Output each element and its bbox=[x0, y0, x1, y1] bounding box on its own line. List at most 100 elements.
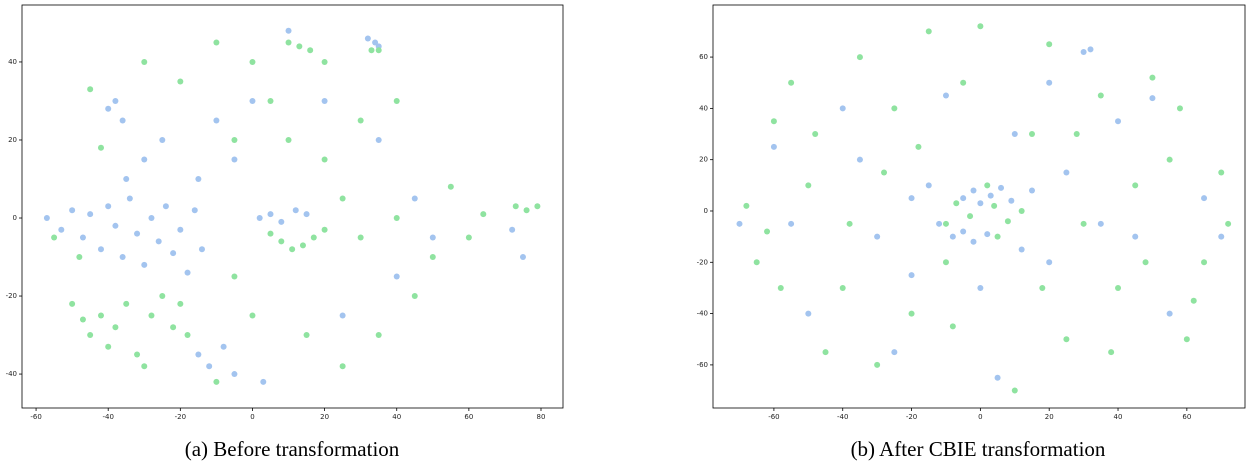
x-tick-label: -20 bbox=[906, 413, 917, 421]
point bbox=[97, 246, 104, 253]
point bbox=[267, 97, 274, 104]
point bbox=[805, 182, 812, 189]
y-tick-label: -40 bbox=[697, 310, 708, 318]
point bbox=[51, 234, 58, 241]
point bbox=[159, 293, 166, 300]
point bbox=[357, 234, 364, 241]
point bbox=[967, 213, 974, 220]
point bbox=[357, 117, 364, 124]
point bbox=[960, 195, 967, 202]
point bbox=[812, 131, 819, 138]
point bbox=[1046, 41, 1053, 48]
point bbox=[764, 228, 771, 235]
point bbox=[159, 136, 166, 143]
point bbox=[480, 211, 487, 218]
y-tick-label: 0 bbox=[704, 207, 708, 215]
point bbox=[908, 195, 915, 202]
point bbox=[43, 215, 50, 222]
point bbox=[998, 184, 1005, 191]
point bbox=[123, 175, 130, 182]
point bbox=[908, 310, 915, 317]
point bbox=[155, 238, 162, 245]
point bbox=[112, 97, 119, 104]
point bbox=[321, 156, 328, 163]
point bbox=[119, 117, 126, 124]
x-tick-label: 20 bbox=[1045, 413, 1054, 421]
point bbox=[177, 300, 184, 307]
point bbox=[788, 220, 795, 227]
point bbox=[97, 144, 104, 151]
caption: (b) After CBIE transformation bbox=[851, 437, 1106, 461]
point bbox=[1008, 197, 1015, 204]
point bbox=[970, 187, 977, 194]
point bbox=[231, 371, 238, 378]
point bbox=[1108, 349, 1115, 356]
point bbox=[134, 230, 141, 237]
point bbox=[534, 203, 541, 210]
point bbox=[874, 233, 881, 240]
point bbox=[213, 378, 220, 385]
y-tick-label: -40 bbox=[6, 370, 17, 378]
point bbox=[839, 284, 846, 291]
point bbox=[321, 226, 328, 233]
y-tick-label: -60 bbox=[697, 361, 708, 369]
point bbox=[148, 215, 155, 222]
point bbox=[177, 78, 184, 85]
point bbox=[509, 226, 516, 233]
point bbox=[123, 300, 130, 307]
point bbox=[984, 182, 991, 189]
point bbox=[191, 207, 198, 214]
x-tick-label: -60 bbox=[30, 413, 41, 421]
point bbox=[249, 312, 256, 319]
point bbox=[112, 222, 119, 229]
point bbox=[846, 220, 853, 227]
point bbox=[856, 156, 863, 163]
point bbox=[87, 332, 94, 339]
x-tick-label: 80 bbox=[537, 413, 546, 421]
point bbox=[1183, 336, 1190, 343]
y-tick-label: 60 bbox=[699, 53, 708, 61]
point bbox=[1149, 95, 1156, 102]
plot-frame bbox=[21, 4, 564, 409]
point bbox=[310, 234, 317, 241]
x-tick-label: 40 bbox=[392, 413, 401, 421]
point bbox=[874, 361, 881, 368]
point bbox=[1201, 259, 1208, 266]
y-tick-label: 0 bbox=[13, 214, 17, 222]
point bbox=[1046, 79, 1053, 86]
point bbox=[249, 58, 256, 65]
point bbox=[1115, 284, 1122, 291]
point bbox=[112, 324, 119, 331]
point bbox=[994, 233, 1001, 240]
point bbox=[213, 39, 220, 46]
point bbox=[1190, 297, 1197, 304]
point bbox=[925, 28, 932, 35]
point bbox=[79, 316, 86, 323]
point bbox=[1011, 131, 1018, 138]
point bbox=[231, 156, 238, 163]
point bbox=[465, 234, 472, 241]
point bbox=[960, 228, 967, 235]
point bbox=[213, 117, 220, 124]
x-tick-label: -60 bbox=[768, 413, 779, 421]
point bbox=[977, 200, 984, 207]
y-tick-label: 20 bbox=[8, 136, 17, 144]
point bbox=[519, 254, 526, 261]
point bbox=[1166, 156, 1173, 163]
point bbox=[429, 254, 436, 261]
point bbox=[148, 312, 155, 319]
point bbox=[289, 246, 296, 253]
point bbox=[1063, 169, 1070, 176]
point bbox=[1166, 310, 1173, 317]
point bbox=[970, 238, 977, 245]
point bbox=[788, 79, 795, 86]
y-tick-label: -20 bbox=[697, 258, 708, 266]
point bbox=[977, 23, 984, 30]
point bbox=[1039, 284, 1046, 291]
point bbox=[1132, 233, 1139, 240]
point bbox=[58, 226, 65, 233]
point bbox=[285, 27, 292, 34]
point bbox=[1218, 169, 1225, 176]
point bbox=[1018, 246, 1025, 253]
